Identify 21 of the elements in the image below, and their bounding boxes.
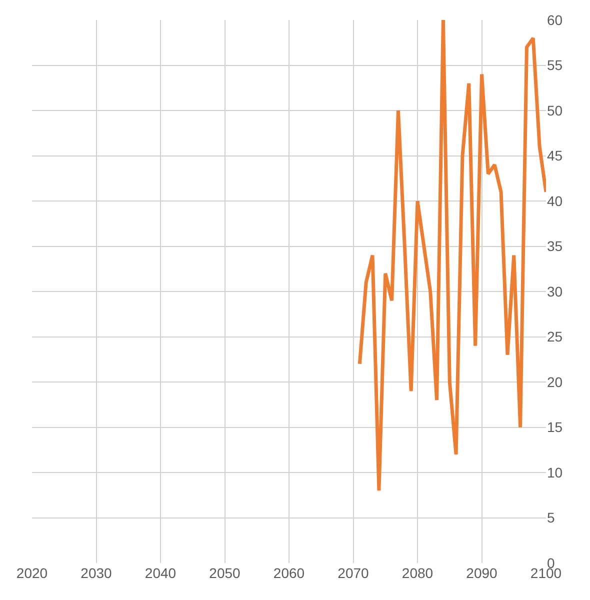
x-tick-label: 2060 — [273, 565, 305, 581]
x-tick-label: 2030 — [80, 565, 112, 581]
y-tick-label: 35 — [547, 238, 563, 254]
x-tick-label: 2080 — [402, 565, 434, 581]
x-tick-label: 2040 — [144, 565, 176, 581]
y-tick-label: 10 — [547, 464, 563, 480]
y-tick-label: 40 — [547, 192, 563, 209]
x-tick-label: 2090 — [466, 565, 498, 581]
x-tick-label: 2050 — [209, 565, 241, 581]
y-tick-label: 45 — [547, 148, 563, 164]
y-tick-label: 20 — [547, 374, 563, 390]
y-tick-label: 60 — [547, 12, 563, 28]
x-tick-label: 2070 — [338, 565, 370, 581]
y-tick-label: 55 — [547, 57, 563, 74]
y-tick-label: 15 — [547, 419, 563, 436]
y-tick-label: 30 — [547, 283, 563, 300]
x-tick-label: 2020 — [16, 565, 48, 581]
y-tick-label: 25 — [547, 328, 563, 345]
line-series — [358, 20, 546, 492]
y-tick-label: 5 — [547, 510, 555, 526]
y-tick-label: 50 — [547, 102, 563, 118]
